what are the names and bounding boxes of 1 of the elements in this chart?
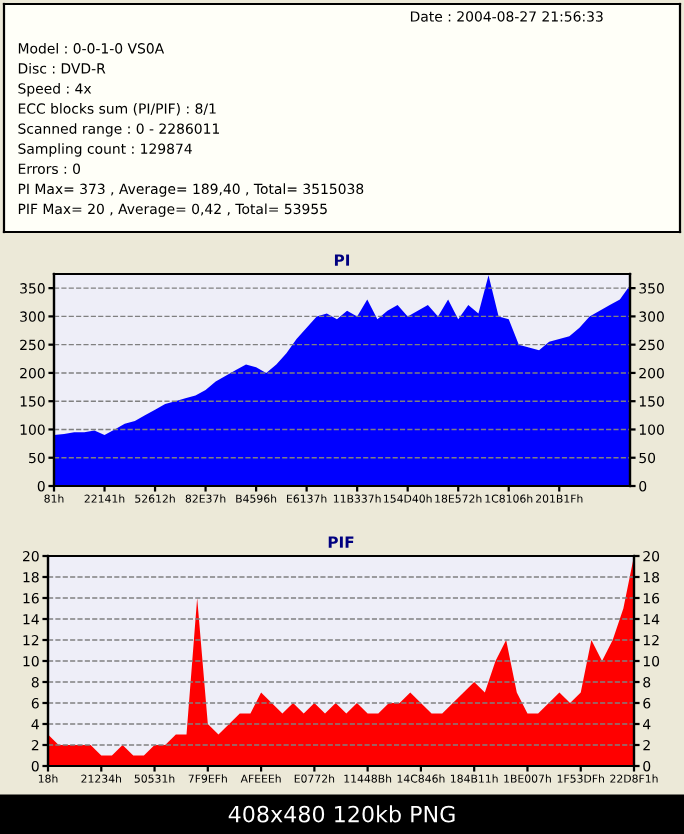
text: 408x480 120kb PNG — [228, 805, 455, 823]
